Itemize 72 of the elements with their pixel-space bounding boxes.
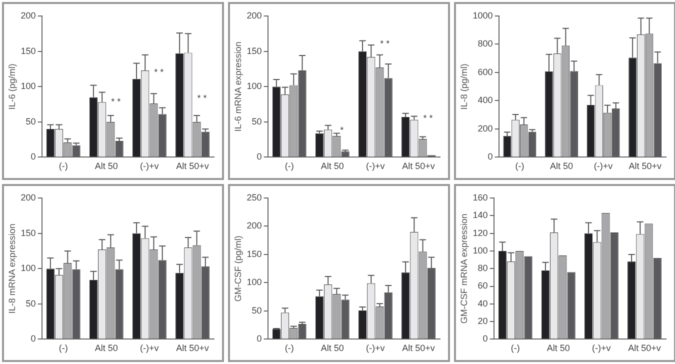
- x-tick-label: Alt 50: [320, 343, 344, 354]
- y-tick-label: 100: [20, 263, 36, 274]
- x-tick-label: Alt 50: [94, 161, 118, 172]
- annotation: * *: [380, 38, 390, 49]
- y-tick-label: 100: [246, 81, 262, 92]
- y-tick-label: 150: [20, 46, 36, 56]
- y-tick-label: 0: [482, 334, 488, 344]
- y-tick-label: 200: [20, 10, 36, 20]
- y-tick-label: 40: [478, 298, 488, 308]
- y-tick-label: 0: [256, 334, 262, 344]
- x-tick-label: Alt 50: [550, 161, 574, 172]
- x-tick-label: Alt 50: [320, 161, 344, 172]
- x-tick-label: (-): [515, 161, 524, 172]
- x-tick-label: (-): [58, 343, 68, 354]
- y-tick-label: 60: [478, 280, 488, 291]
- y-tick-label: 0: [30, 334, 36, 344]
- y-tick-label: 150: [246, 46, 262, 56]
- y-tick-label: 0: [256, 152, 262, 162]
- annotation: * *: [197, 93, 208, 104]
- x-tick-label: (-)+v: [366, 343, 386, 354]
- x-tick-label: (-)+v: [594, 161, 614, 172]
- y-tick-label: 400: [478, 95, 493, 106]
- y-axis-title: IL-8 (pg/ml): [458, 64, 469, 110]
- x-tick-label: Alt 50+v: [628, 161, 662, 172]
- x-tick-label: Alt 50+v: [402, 343, 436, 354]
- y-tick-label: 0: [30, 152, 36, 162]
- x-tick-label: Alt 50+v: [628, 343, 662, 354]
- y-tick-label: 50: [252, 116, 262, 126]
- x-tick-label: (-)+v: [366, 161, 386, 172]
- y-tick-label: 50: [26, 298, 36, 308]
- x-tick-label: (-): [284, 343, 294, 354]
- y-tick-label: 120: [472, 228, 488, 238]
- y-tick-label: 600: [478, 66, 493, 77]
- y-tick-label: 100: [472, 245, 488, 256]
- x-tick-label: (-): [284, 161, 294, 172]
- x-tick-label: Alt 50+v: [176, 343, 210, 354]
- y-tick-label: 200: [20, 192, 36, 202]
- y-axis-title: IL-8 mRNA expression: [6, 224, 17, 314]
- y-tick-label: 1000: [472, 10, 493, 20]
- x-tick-label: Alt 50: [94, 343, 118, 354]
- annotation: * *: [111, 96, 122, 107]
- y-tick-label: 20: [478, 316, 488, 326]
- y-tick-label: 150: [246, 248, 262, 259]
- y-tick-label: 250: [246, 192, 262, 202]
- x-tick-label: (-): [510, 343, 520, 354]
- y-tick-label: 200: [478, 123, 493, 134]
- x-tick-label: (-)+v: [592, 343, 612, 354]
- x-tick-label: (-): [58, 161, 68, 172]
- x-tick-label: Alt 50+v: [176, 161, 210, 172]
- y-tick-label: 50: [26, 116, 36, 126]
- y-tick-label: 50: [252, 305, 262, 316]
- y-tick-label: 800: [478, 38, 493, 49]
- y-tick-label: 80: [478, 263, 488, 274]
- annotation: * *: [154, 66, 164, 77]
- y-axis-title: GM-CSF (pg/ml): [232, 236, 243, 302]
- y-tick-label: 150: [20, 228, 36, 238]
- y-tick-label: 140: [472, 210, 488, 220]
- annotation: *: [340, 124, 344, 135]
- annotation: * *: [423, 112, 434, 123]
- x-tick-label: (-)+v: [140, 343, 160, 354]
- y-tick-label: 0: [488, 152, 493, 162]
- y-tick-label: 100: [20, 81, 36, 92]
- y-axis-title: IL-6 (pg/ml): [6, 64, 17, 110]
- y-tick-label: 100: [246, 277, 262, 288]
- y-tick-label: 200: [246, 220, 262, 231]
- x-tick-label: Alt 50: [546, 343, 570, 354]
- x-tick-label: (-)+v: [140, 161, 160, 172]
- x-tick-label: Alt 50+v: [402, 161, 436, 172]
- y-axis-title: IL-6 mRNA expression: [232, 42, 243, 132]
- y-tick-label: 160: [472, 192, 488, 202]
- y-tick-label: 200: [246, 10, 262, 20]
- y-axis-title: GM-CSF mRNA expression: [458, 214, 469, 324]
